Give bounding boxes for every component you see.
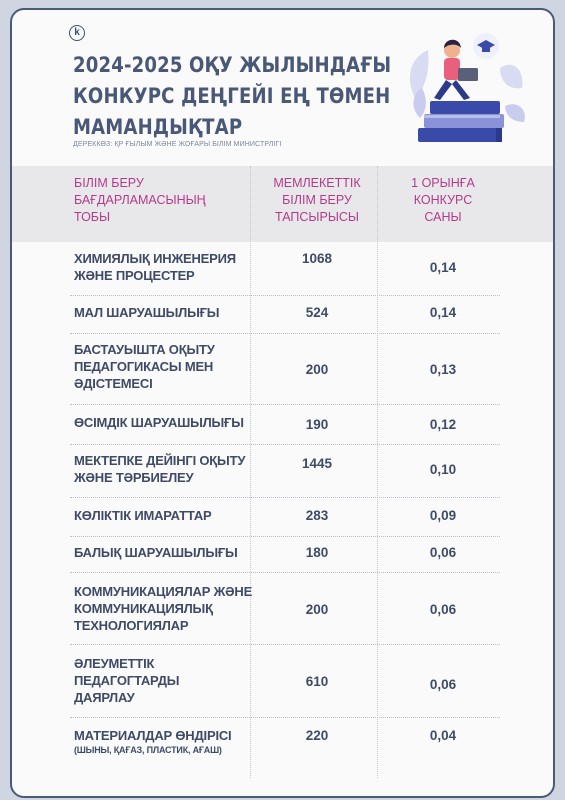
header-line: БАҒДАРЛАМАСЫНЫҢ xyxy=(74,193,206,207)
program-name: БАЛЫҚ ШАРУАШЫЛЫҒЫ xyxy=(74,544,254,561)
row-separator xyxy=(70,717,500,718)
competition-ratio-value: 0,14 xyxy=(429,305,457,320)
state-order-value: 190 xyxy=(305,417,329,432)
state-order-value: 180 xyxy=(305,545,329,560)
program-name: МАЛ ШАРУАШЫЛЫҒЫ xyxy=(74,304,254,321)
column-divider xyxy=(250,166,251,778)
state-order-value: 200 xyxy=(305,362,329,377)
program-name-line: ЖӘНЕ ПРОЦЕСТЕР xyxy=(74,268,195,283)
state-order-value: 200 xyxy=(305,602,329,617)
program-name-line: КОММУНИКАЦИЯЛАР ЖӘНЕ xyxy=(74,584,253,599)
competition-ratio-value: 0,13 xyxy=(429,362,457,377)
program-name-line: ЖӘНЕ ТӘРБИЕЛЕУ xyxy=(74,470,194,485)
program-name-line: БАСТАУЫШТА ОҚЫТУ xyxy=(74,342,215,357)
header-program-group: БІЛІМ БЕРУ БАҒДАРЛАМАСЫНЫҢ ТОБЫ xyxy=(74,175,244,226)
competition-ratio-value: 0,14 xyxy=(429,260,457,275)
header-state-order: МЕМЛЕКЕТТІК БІЛІМ БЕРУ ТАПСЫРЫСЫ xyxy=(267,175,367,226)
program-name: БАСТАУЫШТА ОҚЫТУ ПЕДАГОГИКАСЫ МЕН ӘДІСТЕ… xyxy=(74,341,254,392)
program-name: МАТЕРИАЛДАР ӨНДІРІСІ (ШЫНЫ, ҚАҒАЗ, ПЛАСТ… xyxy=(74,727,254,756)
program-name: ХИМИЯЛЫҚ ИНЖЕНЕРИЯ ЖӘНЕ ПРОЦЕСТЕР xyxy=(74,250,254,284)
program-name-note: (ШЫНЫ, ҚАҒАЗ, ПЛАСТИК, АҒАШ) xyxy=(74,745,222,755)
program-name: МЕКТЕПКЕ ДЕЙІНГІ ОҚЫТУ ЖӘНЕ ТӘРБИЕЛЕУ xyxy=(74,452,254,486)
header-line: САНЫ xyxy=(424,210,462,224)
state-order-value: 283 xyxy=(305,508,329,523)
program-name-line: ДАЯРЛАУ xyxy=(74,690,135,705)
source-note: ДЕРЕККӨЗ: ҚР ҒЫЛЫМ ЖӘНЕ ЖОҒАРЫ БІЛІМ МИН… xyxy=(73,141,282,148)
page-title: 2024-2025 ОҚУ ЖЫЛЫНДАҒЫ КОНКУРС ДЕҢГЕЙІ … xyxy=(73,50,392,143)
program-name: ӨСІМДІК ШАРУАШЫЛЫҒЫ xyxy=(74,414,254,431)
state-order-value: 1068 xyxy=(301,251,333,266)
row-separator xyxy=(70,444,500,445)
competition-ratio-value: 0,04 xyxy=(429,728,457,743)
state-order-value: 220 xyxy=(305,728,329,743)
state-order-value: 610 xyxy=(305,674,329,689)
title-line-2: КОНКУРС ДЕҢГЕЙІ ЕҢ ТӨМЕН xyxy=(73,84,391,108)
table-header: БІЛІМ БЕРУ БАҒДАРЛАМАСЫНЫҢ ТОБЫ МЕМЛЕКЕТ… xyxy=(12,166,553,242)
program-name-line: БАЛЫҚ ШАРУАШЫЛЫҒЫ xyxy=(74,545,238,560)
header-line: ТОБЫ xyxy=(74,210,111,224)
state-order-value: 524 xyxy=(305,305,329,320)
program-name-line: МАТЕРИАЛДАР ӨНДІРІСІ xyxy=(74,728,232,743)
header-competition-ratio: 1 ОРЫНҒА КОНКУРС САНЫ xyxy=(393,175,493,226)
competition-ratio-value: 0,10 xyxy=(429,462,457,477)
program-name: ӘЛЕУМЕТТІК ПЕДАГОГТАРДЫ ДАЯРЛАУ xyxy=(74,655,254,706)
row-separator xyxy=(70,295,500,296)
header-line: МЕМЛЕКЕТТІК xyxy=(273,176,361,190)
row-separator xyxy=(70,404,500,405)
program-name-line: МЕКТЕПКЕ ДЕЙІНГІ ОҚЫТУ xyxy=(74,453,246,468)
program-name-line: КОММУНИКАЦИЯЛЫҚ xyxy=(74,601,213,616)
program-name-line: МАЛ ШАРУАШЫЛЫҒЫ xyxy=(74,305,220,320)
program-name: КОММУНИКАЦИЯЛАР ЖӘНЕ КОММУНИКАЦИЯЛЫҚ ТЕХ… xyxy=(74,583,254,634)
title-line-3: МАМАНДЫҚТАР xyxy=(73,115,243,139)
header-line: КОНКУРС xyxy=(413,193,473,207)
header-line: БІЛІМ БЕРУ xyxy=(74,176,144,190)
program-name-line: ӨСІМДІК ШАРУАШЫЛЫҒЫ xyxy=(74,415,244,430)
program-name-line: ПЕДАГОГИКАСЫ МЕН xyxy=(74,359,214,374)
row-separator xyxy=(70,572,500,573)
student-on-books-illustration xyxy=(409,33,525,142)
header-line: ТАПСЫРЫСЫ xyxy=(275,210,359,224)
state-order-value: 1445 xyxy=(301,456,333,471)
title-line-1: 2024-2025 ОҚУ ЖЫЛЫНДАҒЫ xyxy=(73,53,392,77)
program-name-line: ӘДІСТЕМЕСІ xyxy=(74,376,153,391)
header-line: БІЛІМ БЕРУ xyxy=(282,193,352,207)
program-name-line: КӨЛІКТІК ИМАРАТТАР xyxy=(74,508,212,523)
program-name: КӨЛІКТІК ИМАРАТТАР xyxy=(74,507,254,524)
brand-logo-icon: k xyxy=(69,25,85,41)
competition-ratio-value: 0,06 xyxy=(429,677,457,692)
program-name-line: ТЕХНОЛОГИЯЛАР xyxy=(74,618,189,633)
competition-ratio-value: 0,06 xyxy=(429,545,457,560)
header-line: 1 ОРЫНҒА xyxy=(411,176,475,190)
row-separator xyxy=(70,497,500,498)
program-name-line: ПЕДАГОГТАРДЫ xyxy=(74,673,180,688)
row-separator xyxy=(70,333,500,334)
program-name-line: ХИМИЯЛЫҚ ИНЖЕНЕРИЯ xyxy=(74,251,236,266)
program-name-line: ӘЛЕУМЕТТІК xyxy=(74,656,155,671)
competition-ratio-value: 0,06 xyxy=(429,602,457,617)
column-divider xyxy=(377,166,378,778)
infographic-card: k 2024-2025 ОҚУ ЖЫЛЫНДАҒЫ КОНКУРС ДЕҢГЕЙ… xyxy=(10,8,555,798)
competition-ratio-value: 0,09 xyxy=(429,508,457,523)
row-separator xyxy=(70,536,500,537)
row-separator xyxy=(70,644,500,645)
competition-ratio-value: 0,12 xyxy=(429,417,457,432)
